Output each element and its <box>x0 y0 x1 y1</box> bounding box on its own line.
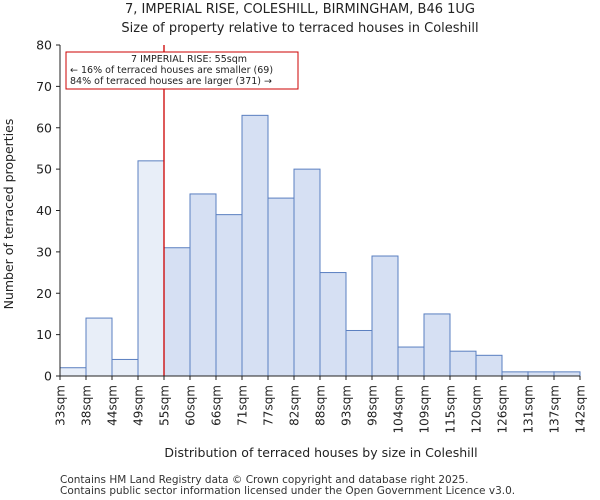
y-tick-label: 60 <box>36 120 52 135</box>
x-tick-label: 82sqm <box>288 385 302 426</box>
x-tick-label: 55sqm <box>158 385 172 426</box>
y-ticks: 0 10 20 30 40 50 60 70 80 <box>36 38 60 384</box>
y-tick-label: 20 <box>36 286 52 301</box>
x-tick-label: 66sqm <box>210 385 224 426</box>
x-tick-label: 77sqm <box>262 385 276 426</box>
x-tick-label: 126sqm <box>496 385 510 433</box>
x-tick-label: 104sqm <box>392 385 406 433</box>
x-tick-label: 60sqm <box>184 385 198 426</box>
x-tick-label: 115sqm <box>444 385 458 433</box>
x-tick-label: 131sqm <box>522 385 536 433</box>
bar-60sqm <box>189 193 217 377</box>
x-tick-label: 120sqm <box>470 385 484 433</box>
annotation-box: 7 IMPERIAL RISE: 55sqm← 16% of terraced … <box>65 51 299 90</box>
x-axis-label: Distribution of terraced houses by size … <box>164 445 477 460</box>
x-tick-label: 44sqm <box>106 385 120 426</box>
bar-49sqm <box>137 160 165 377</box>
y-axis-label: Number of terraced properties <box>1 119 16 310</box>
bar-126sqm <box>501 371 529 377</box>
x-tick-label: 33sqm <box>54 385 68 426</box>
bar-131sqm <box>527 371 555 377</box>
footer-line-1: Contains HM Land Registry data © Crown c… <box>60 474 469 486</box>
bar-115sqm <box>449 350 477 377</box>
bar-104sqm <box>397 346 425 377</box>
x-tick-label: 142sqm <box>574 385 588 433</box>
bar-66sqm <box>215 214 243 377</box>
y-tick-label: 80 <box>36 38 52 53</box>
bar-93sqm <box>345 329 373 377</box>
x-tick-label: 93sqm <box>340 385 354 426</box>
bar-group <box>59 114 581 377</box>
bar-38sqm <box>85 317 113 377</box>
x-tick-label: 49sqm <box>132 385 146 426</box>
annotation-line-3: 84% of terraced houses are larger (371) … <box>70 76 272 87</box>
chart-title: 7, IMPERIAL RISE, COLESHILL, BIRMINGHAM,… <box>125 2 475 17</box>
bar-98sqm <box>371 255 399 377</box>
bar-33sqm <box>59 367 87 377</box>
y-tick-label: 40 <box>36 203 52 218</box>
x-tick-label: 98sqm <box>366 385 380 426</box>
x-tick-label: 137sqm <box>548 385 562 433</box>
y-tick-label: 10 <box>36 327 52 342</box>
bar-82sqm <box>293 168 321 377</box>
y-tick-label: 50 <box>36 162 52 177</box>
annotation-line-2: ← 16% of terraced houses are smaller (69… <box>70 65 273 76</box>
annotation-frame <box>65 51 299 90</box>
bar-120sqm <box>475 354 503 377</box>
annotation-line-1: 7 IMPERIAL RISE: 55sqm <box>131 54 247 65</box>
bar-109sqm <box>423 313 451 377</box>
x-tick-label: 71sqm <box>236 385 250 426</box>
x-ticks: 33sqm 38sqm 44sqm 49sqm 55sqm 60sqm 66sqm 71sqm… <box>54 376 588 433</box>
x-tick-label: 38sqm <box>80 385 94 426</box>
y-tick-label: 0 <box>44 369 52 384</box>
bar-55sqm <box>163 247 191 377</box>
bar-71sqm <box>241 114 269 377</box>
y-tick-label: 30 <box>36 244 52 259</box>
bar-77sqm <box>267 197 295 377</box>
bar-137sqm <box>553 371 581 377</box>
bar-88sqm <box>319 272 347 377</box>
bar-44sqm <box>111 358 139 377</box>
x-tick-label: 109sqm <box>418 385 432 433</box>
y-tick-label: 70 <box>36 79 52 94</box>
footer-line-2: Contains public sector information licen… <box>60 485 516 497</box>
chart-subtitle: Size of property relative to terraced ho… <box>121 21 479 36</box>
x-tick-label: 88sqm <box>314 385 328 426</box>
histogram-chart: 0 10 20 30 40 50 60 70 80 33sqm 38sqm 44sqm 49sqm 55… <box>1 38 588 461</box>
